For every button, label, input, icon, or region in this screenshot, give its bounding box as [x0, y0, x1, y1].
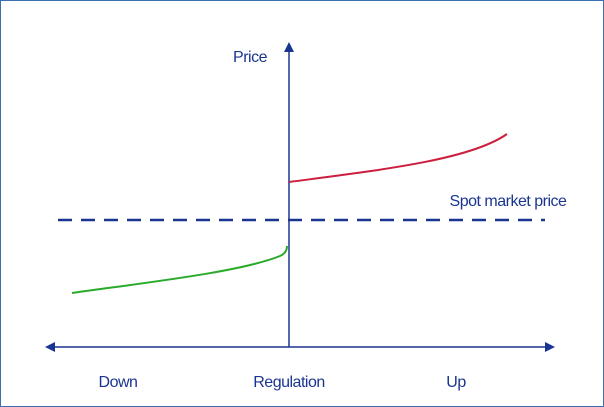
x-left-label: Down	[99, 374, 138, 391]
down-regulation-curve	[71, 245, 288, 294]
up-regulation-curve	[288, 133, 508, 183]
x-center-label: Regulation	[253, 374, 325, 391]
y-axis-label: Price	[233, 49, 268, 66]
spot-price-label: Spot market price	[450, 193, 567, 210]
x-right-label: Up	[446, 374, 466, 391]
